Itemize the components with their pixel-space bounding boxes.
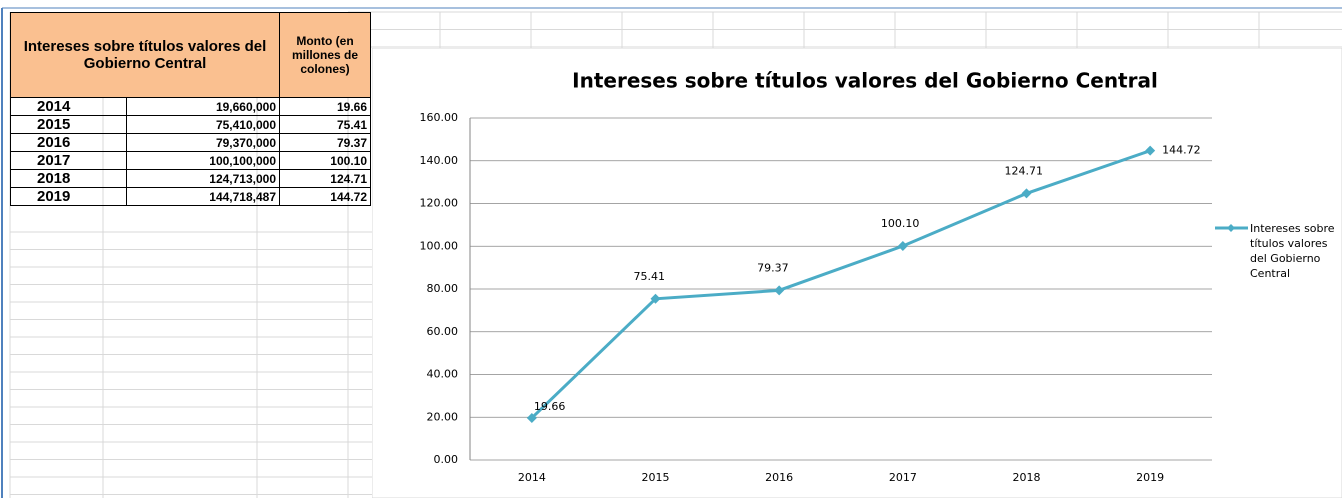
data-point <box>897 241 908 252</box>
value-cell: 79.37 <box>279 133 371 152</box>
value-cell: 75.41 <box>279 115 371 134</box>
y-tick-label: 100.00 <box>420 239 459 252</box>
x-tick-label: 2016 <box>765 471 793 484</box>
y-tick-label: 60.00 <box>427 325 459 338</box>
y-tick-label: 40.00 <box>427 368 459 381</box>
chart-title: Intereses sobre títulos valores del Gobi… <box>572 69 1158 93</box>
table-row: 2017 100,100,000 100.10 <box>10 151 371 170</box>
y-tick-label: 20.00 <box>427 410 459 423</box>
value-cell: 19,660,000 <box>126 97 280 116</box>
data-label: 124.71 <box>1005 164 1044 177</box>
value-cell: 75,410,000 <box>126 115 280 134</box>
value-cell: 100.10 <box>279 151 371 170</box>
legend-text: Intereses sobre títulos valores del Gobi… <box>1250 222 1335 280</box>
x-tick-label: 2014 <box>518 471 546 484</box>
y-tick-label: 140.00 <box>420 154 459 167</box>
data-label: 144.72 <box>1162 144 1201 157</box>
year-cell: 2017 <box>10 151 127 170</box>
data-point <box>1145 145 1156 156</box>
header-row: Intereses sobre títulos valores del Gobi… <box>10 12 371 98</box>
y-tick-label: 0.00 <box>434 453 459 466</box>
x-tick-label: 2015 <box>642 471 670 484</box>
header-cell: Monto (en millones de colones) <box>279 12 371 98</box>
chart: Intereses sobre títulos valores del Gobi… <box>372 48 1342 498</box>
value-cell: 124.71 <box>279 169 371 188</box>
y-tick-label: 160.00 <box>420 111 459 124</box>
table-row: 2018 124,713,000 124.71 <box>10 169 371 188</box>
y-tick-label: 80.00 <box>427 282 459 295</box>
x-tick-label: 2019 <box>1136 471 1164 484</box>
data-label: 75.41 <box>634 270 666 283</box>
x-tick-label: 2018 <box>1013 471 1041 484</box>
data-point <box>1021 188 1032 199</box>
data-point <box>526 412 537 423</box>
value-cell: 144.72 <box>279 187 371 206</box>
series-line <box>530 149 1151 420</box>
value-cell: 100,100,000 <box>126 151 280 170</box>
year-cell: 2018 <box>10 169 127 188</box>
year-cell: 2015 <box>10 115 127 134</box>
data-point <box>774 285 785 296</box>
year-cell: 2019 <box>10 187 127 206</box>
legend-marker <box>1227 224 1235 232</box>
data-label: 19.66 <box>534 400 566 413</box>
data-label: 79.37 <box>757 261 789 274</box>
y-tick-label: 120.00 <box>420 197 459 210</box>
chart-area <box>372 48 1342 498</box>
table-row: 2016 79,370,000 79.37 <box>10 133 371 152</box>
value-cell: 19.66 <box>279 97 371 116</box>
header-cell: Intereses sobre títulos valores del Gobi… <box>10 12 280 98</box>
table-row: 2019 144,718,487 144.72 <box>10 187 371 206</box>
table-row: 2015 75,410,000 75.41 <box>10 115 371 134</box>
x-tick-label: 2017 <box>889 471 917 484</box>
value-cell: 124,713,000 <box>126 169 280 188</box>
data-point <box>650 293 661 304</box>
data-table: Intereses sobre títulos valores del Gobi… <box>10 12 371 206</box>
data-label: 100.10 <box>881 217 920 230</box>
value-cell: 144,718,487 <box>126 187 280 206</box>
year-cell: 2014 <box>10 97 127 116</box>
year-cell: 2016 <box>10 133 127 152</box>
table-row: 2014 19,660,000 19.66 <box>10 97 371 116</box>
value-cell: 79,370,000 <box>126 133 280 152</box>
